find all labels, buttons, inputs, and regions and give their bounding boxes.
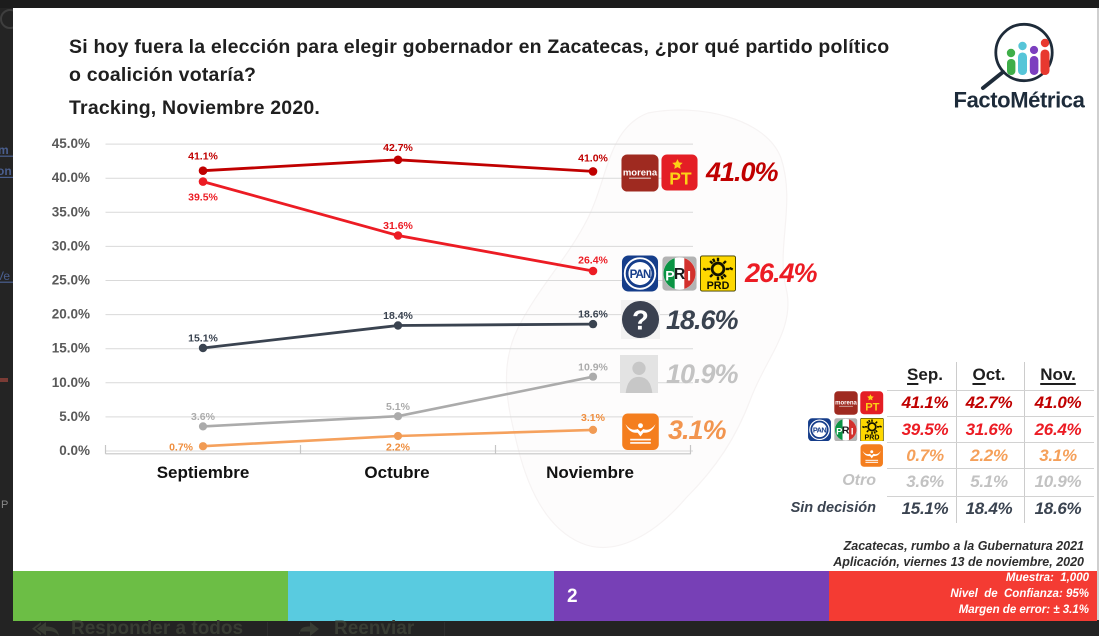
svg-text:42.7%: 42.7% <box>383 142 413 154</box>
svg-text:26.4%: 26.4% <box>578 255 608 267</box>
svg-text:Ve: Ve <box>0 269 10 283</box>
svg-text:41.0%: 41.0% <box>578 153 608 165</box>
svg-text:25.0%: 25.0% <box>52 273 90 288</box>
svg-text:10.9%: 10.9% <box>578 362 608 374</box>
svg-text:18.4%: 18.4% <box>383 310 413 322</box>
svg-text:FactoMétrica: FactoMétrica <box>954 88 1086 113</box>
svg-text:5.1%: 5.1% <box>386 401 411 413</box>
svg-text:on: on <box>0 164 12 178</box>
svg-text:10.0%: 10.0% <box>52 375 90 390</box>
svg-text:20.0%: 20.0% <box>52 307 90 322</box>
svg-text:40.0%: 40.0% <box>52 170 90 185</box>
svg-text:Responder a todos: Responder a todos <box>71 620 243 636</box>
svg-text:5.0%: 5.0% <box>59 409 90 424</box>
svg-text:3.6%: 3.6% <box>191 411 216 423</box>
svg-text:0.7%: 0.7% <box>169 442 194 454</box>
svg-text:35.0%: 35.0% <box>52 204 90 219</box>
svg-text:0.0%: 0.0% <box>59 443 90 458</box>
svg-text:Octubre: Octubre <box>364 463 429 482</box>
svg-text:3.1%: 3.1% <box>581 412 606 424</box>
svg-text:Noviembre: Noviembre <box>546 463 634 482</box>
svg-text:15.0%: 15.0% <box>52 341 90 356</box>
svg-text:m: m <box>0 143 9 157</box>
svg-text:18.6%: 18.6% <box>578 309 608 321</box>
svg-text:45.0%: 45.0% <box>52 136 90 151</box>
svg-text:39.5%: 39.5% <box>188 192 218 204</box>
svg-text:30.0%: 30.0% <box>52 238 90 253</box>
svg-text:31.6%: 31.6% <box>383 220 413 232</box>
svg-text:41.1%: 41.1% <box>188 151 218 163</box>
svg-text:Reenviar: Reenviar <box>334 620 415 636</box>
svg-text:2.2%: 2.2% <box>386 442 411 454</box>
svg-text:P: P <box>1 499 8 511</box>
svg-text:15.1%: 15.1% <box>188 333 218 345</box>
svg-text:Septiembre: Septiembre <box>157 463 250 482</box>
